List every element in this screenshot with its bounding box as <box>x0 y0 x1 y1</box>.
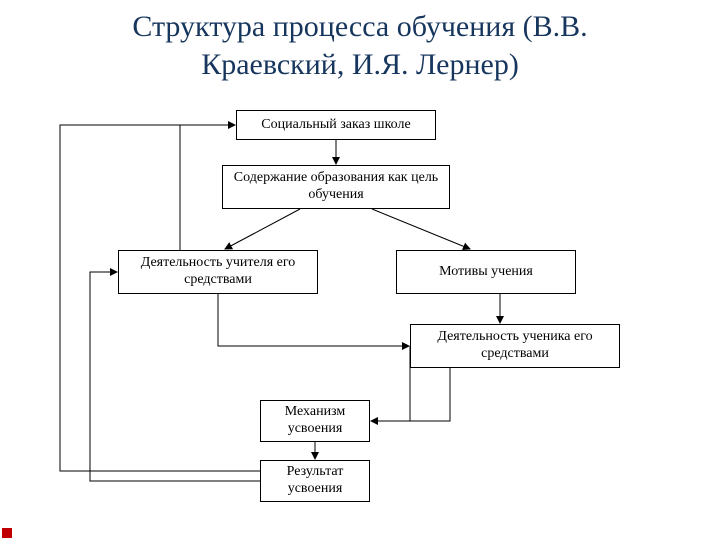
node-mechanism: Механизм усвоения <box>260 400 370 442</box>
node-social-label: Социальный заказ школе <box>261 117 410 134</box>
node-content: Содержание образования как цель обучения <box>222 165 450 209</box>
node-student: Деятельность ученика его средствами <box>410 324 620 368</box>
corner-marker-icon <box>2 528 12 538</box>
node-motives: Мотивы учения <box>396 250 576 294</box>
page-title: Структура процесса обучения (В.В. Краевс… <box>0 0 720 83</box>
node-result: Результат усвоения <box>260 460 370 502</box>
node-content-label: Содержание образования как цель обучения <box>231 170 441 204</box>
node-motives-label: Мотивы учения <box>439 264 533 281</box>
node-mechanism-label: Механизм усвоения <box>269 404 361 438</box>
node-result-label: Результат усвоения <box>269 464 361 498</box>
node-teacher: Деятельность учителя его средствами <box>118 250 318 294</box>
node-teacher-label: Деятельность учителя его средствами <box>127 255 309 289</box>
title-line2: Краевский, И.Я. Лернер) <box>201 48 519 81</box>
node-student-label: Деятельность ученика его средствами <box>419 329 611 363</box>
title-line1: Структура процесса обучения (В.В. <box>132 10 587 43</box>
node-social: Социальный заказ школе <box>236 110 436 140</box>
